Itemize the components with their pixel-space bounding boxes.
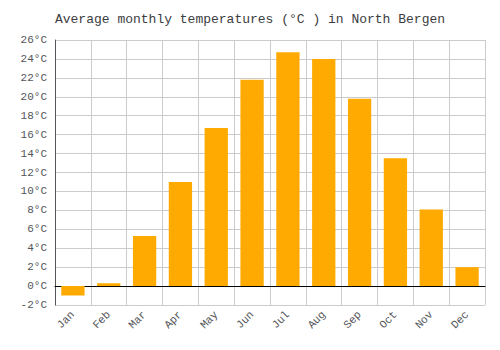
- svg-text:Jul: Jul: [270, 309, 292, 331]
- svg-text:Aug: Aug: [306, 309, 328, 331]
- svg-text:20°C: 20°C: [21, 91, 48, 103]
- svg-text:Nov: Nov: [413, 308, 436, 331]
- svg-text:Jun: Jun: [234, 309, 256, 331]
- svg-text:14°C: 14°C: [21, 148, 48, 160]
- svg-text:16°C: 16°C: [21, 129, 48, 141]
- svg-text:24°C: 24°C: [21, 53, 48, 65]
- svg-text:Apr: Apr: [162, 309, 184, 331]
- svg-text:26°C: 26°C: [21, 34, 48, 46]
- svg-text:-2°C: -2°C: [21, 299, 48, 311]
- svg-text:Jan: Jan: [55, 309, 77, 331]
- svg-text:12°C: 12°C: [21, 167, 48, 179]
- svg-text:Average monthly temperatures (: Average monthly temperatures (°C ) in No…: [55, 12, 445, 27]
- svg-text:Sep: Sep: [341, 309, 363, 331]
- svg-text:Feb: Feb: [91, 309, 113, 331]
- svg-text:Oct: Oct: [377, 309, 399, 331]
- svg-text:May: May: [198, 308, 221, 331]
- svg-text:2°C: 2°C: [27, 261, 47, 273]
- svg-text:Mar: Mar: [126, 309, 148, 331]
- svg-text:6°C: 6°C: [27, 223, 47, 235]
- svg-text:0°C: 0°C: [27, 280, 47, 292]
- svg-text:22°C: 22°C: [21, 72, 48, 84]
- svg-text:Dec: Dec: [449, 309, 471, 331]
- svg-text:8°C: 8°C: [27, 204, 47, 216]
- svg-text:18°C: 18°C: [21, 110, 48, 122]
- svg-text:10°C: 10°C: [21, 185, 48, 197]
- svg-text:4°C: 4°C: [27, 242, 47, 254]
